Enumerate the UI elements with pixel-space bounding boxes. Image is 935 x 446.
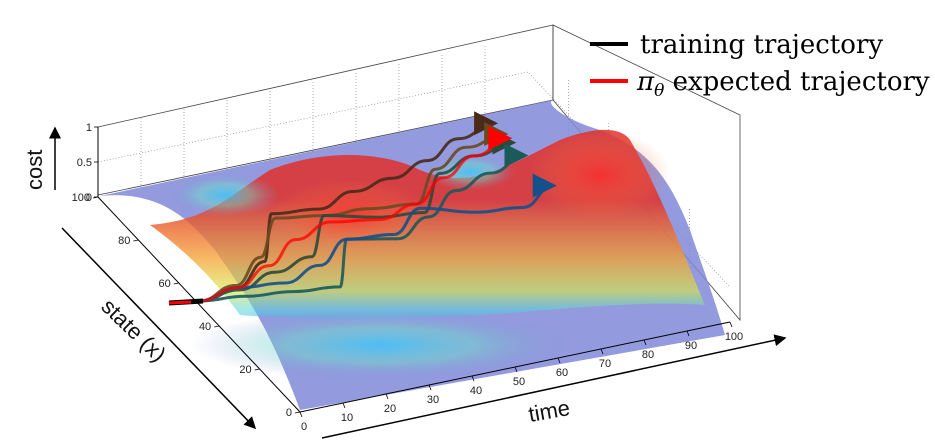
cost-tick-label: 0 [86,192,92,204]
cost-tick-label: 1 [86,122,92,134]
time-arrow [321,334,787,439]
state-tick-label: 60 [159,278,171,290]
training-trajectory [198,111,499,303]
time-tick-mark [299,411,303,418]
time-tick-mark [428,384,432,391]
state-tick-label: 40 [199,321,211,333]
state-tick-mark [254,368,260,371]
low-cost-region-front [190,310,570,380]
cost-surface [100,100,725,410]
time-tick-mark [643,339,647,346]
legend-label-expected: πθ expected trajectory [636,67,930,101]
time-tick-mark [514,366,518,373]
time-tick-label: 100 [725,331,743,343]
training-trajectory [198,122,509,303]
state-arrow [61,227,257,430]
time-ticks: 0 10 20 30 40 50 60 70 80 90 100 [299,321,743,433]
time-tick-mark [729,321,733,328]
z-axis-title: cost [22,150,47,190]
time-tick-label: 50 [513,376,525,388]
trajectory-start-red [168,300,192,305]
time-tick-label: 0 [301,421,307,433]
state-tick-label: 80 [118,235,130,247]
right-back-wall [552,24,741,322]
legend: training trajectory πθ expected trajecto… [590,30,930,101]
training-trajectory [198,130,517,303]
time-tick-label: 70 [599,358,611,370]
x-axis-title: time [527,395,572,427]
time-tick-label: 10 [341,412,353,424]
time-tick-mark [600,348,604,355]
cost-ticks: 00.51 [77,122,98,204]
trajectories [168,111,557,306]
time-tick-mark [385,393,389,400]
time-tick-mark [686,330,690,337]
state-ticks: 0 20 40 60 80 100 [72,192,301,419]
training-trajectory [198,143,529,303]
state-tick-label: 0 [286,407,292,419]
state-tick-mark [173,282,179,285]
low-cost-region-back-left [170,173,280,217]
time-tick-label: 20 [384,403,396,415]
time-tick-label: 80 [642,349,654,361]
time-tick-label: 60 [556,367,568,379]
state-tick-mark [294,411,301,414]
state-tick-label: 20 [239,364,251,376]
time-tick-mark [557,357,561,364]
expected-trajectory [198,126,513,303]
legend-label-training: training trajectory [640,30,883,60]
training-trajectory [198,173,557,303]
time-tick-mark [471,375,475,382]
state-tick-label: 100 [72,192,90,204]
axis-arrows [49,126,787,439]
time-tick-label: 90 [685,340,697,352]
time-tick-label: 40 [470,385,482,397]
high-cost-peak [530,130,670,220]
state-tick-mark [214,325,220,328]
state-axis-line [97,196,301,413]
state-tick-mark [133,239,139,242]
time-tick-mark [342,402,346,409]
time-tick-label: 30 [427,394,439,406]
cost-tick-label: 0.5 [77,157,92,169]
